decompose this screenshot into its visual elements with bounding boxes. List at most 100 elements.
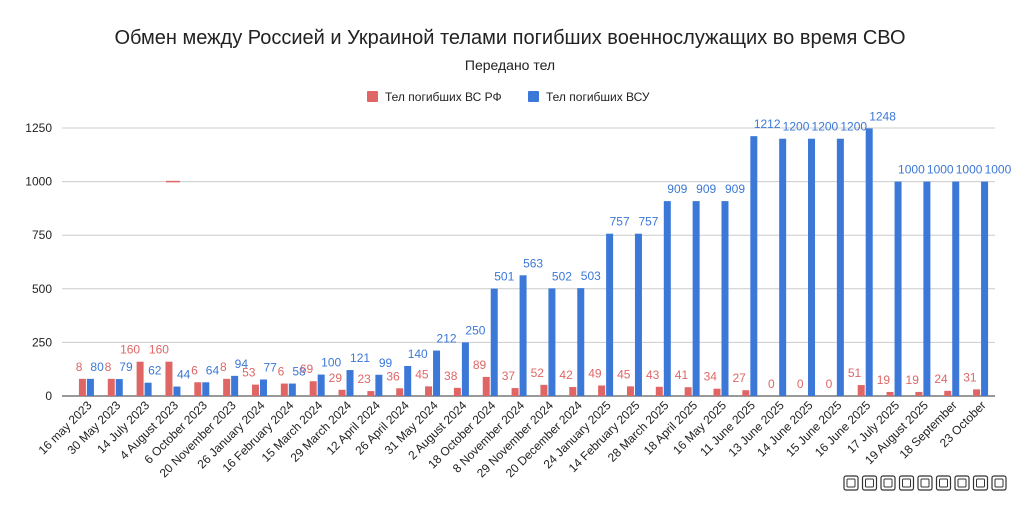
bar-s1-12 — [433, 350, 441, 396]
bar-s1-19 — [634, 233, 642, 396]
bar-s1-2 — [144, 382, 152, 396]
page-thumb-inner-2 — [883, 478, 893, 488]
data-label-s1-10: 99 — [379, 356, 393, 370]
data-label-s0-12: 45 — [415, 367, 429, 381]
page-thumb-inner-0 — [846, 478, 856, 488]
data-label-s0-5: 8 — [220, 360, 227, 374]
bar-s0-17 — [569, 386, 577, 396]
data-label-s0-7: 6 — [278, 365, 285, 379]
legend-swatch-1 — [528, 91, 539, 102]
bar-s1-0 — [86, 378, 94, 396]
data-label-s0-13: 38 — [444, 369, 458, 383]
bar-s1-28 — [894, 181, 902, 396]
legend-label-0: Тел погибших ВС РФ — [385, 90, 502, 104]
bar-s0-31 — [973, 389, 981, 396]
bar-s0-28 — [886, 391, 894, 396]
data-label-s0-15: 37 — [502, 369, 516, 383]
page-thumb-inner-8 — [994, 478, 1004, 488]
bar-s0-7 — [280, 383, 288, 396]
data-label-s0-29: 19 — [906, 373, 920, 387]
image-pager[interactable] — [843, 475, 1007, 491]
data-label-s1-30: 1000 — [956, 163, 983, 177]
bar-s1-30 — [952, 181, 960, 396]
bar-s1-20 — [663, 201, 671, 396]
bar-s1-1 — [115, 379, 123, 396]
data-label-s1-22: 909 — [725, 182, 745, 196]
bar-s1-21 — [692, 201, 700, 396]
data-label-s0-9: 29 — [329, 371, 343, 385]
data-label-s0-19: 45 — [617, 367, 631, 381]
data-label-s1-21: 909 — [696, 182, 716, 196]
data-label-s1-14: 501 — [494, 270, 514, 284]
bar-s0-16 — [540, 384, 548, 396]
data-label-s1-3: 44 — [177, 368, 191, 382]
bar-s0-10 — [367, 391, 375, 396]
chart-subtitle: Передано тел — [465, 57, 555, 73]
data-label-s1-0: 80 — [90, 360, 104, 374]
data-label-s0-27: 51 — [848, 366, 862, 380]
bar-s1-26 — [836, 138, 844, 396]
page-thumb-icon-7[interactable] — [972, 475, 989, 491]
page-thumb-icon-5[interactable] — [935, 475, 952, 491]
page-thumb-inner-5 — [939, 478, 948, 488]
data-label-s0-11: 36 — [386, 369, 400, 383]
data-label-s1-29: 1000 — [927, 163, 954, 177]
bar-s0-9 — [338, 389, 346, 396]
bar-s1-3 — [173, 386, 181, 396]
page-thumb-inner-6 — [957, 478, 967, 488]
bar-s0-13 — [453, 387, 461, 396]
data-label-s0-1: 8 — [105, 360, 112, 374]
bar-s1-17 — [577, 288, 585, 396]
page-thumb-icon-6[interactable] — [954, 475, 970, 491]
bar-s1-5 — [231, 375, 239, 396]
data-label-s0-24: 0 — [768, 377, 775, 391]
y-tick-label: 750 — [32, 228, 52, 242]
bar-s0-22 — [713, 388, 721, 396]
data-label-s0-4: 6 — [191, 363, 198, 377]
bar-s0-1 — [107, 378, 115, 396]
bar-s1-4 — [202, 382, 210, 396]
bar-s1-14 — [490, 288, 498, 396]
data-label-s1-27: 1248 — [869, 109, 896, 123]
data-label-s0-21: 41 — [675, 368, 689, 382]
page-thumb-icon-1[interactable] — [861, 475, 878, 491]
bar-s0-20 — [655, 386, 663, 396]
data-label-s1-18: 757 — [610, 215, 630, 229]
bar-s1-27 — [865, 128, 873, 396]
data-label-s1-2: 62 — [148, 364, 162, 378]
page-thumb-inner-3 — [902, 478, 911, 488]
page-thumb-icon-3[interactable] — [898, 475, 915, 491]
page-thumb-icon-2[interactable] — [880, 475, 896, 491]
data-label-s0-31: 31 — [963, 370, 977, 384]
page-thumb-icon-0[interactable] — [843, 475, 859, 491]
page-thumb-icon-4[interactable] — [917, 475, 933, 491]
bar-s0-19 — [626, 386, 634, 396]
bar-s1-8 — [317, 374, 325, 396]
data-label-s1-26: 1200 — [840, 120, 867, 134]
data-label-s1-8: 100 — [321, 356, 341, 370]
data-label-s1-25: 1200 — [812, 120, 839, 134]
bar-s0-6 — [251, 384, 259, 396]
bar-s0-3 — [165, 361, 173, 396]
bar-s0-2 — [136, 361, 144, 396]
y-tick-label: 1250 — [25, 121, 52, 135]
bar-s1-29 — [923, 181, 931, 396]
data-label-s1-13: 250 — [465, 323, 485, 337]
bar-s1-11 — [404, 365, 412, 396]
data-label-s0-28: 19 — [877, 373, 891, 387]
data-label-s0-3: 160 — [149, 343, 169, 357]
data-label-s1-20: 909 — [667, 182, 687, 196]
data-label-s0-6: 53 — [242, 366, 256, 380]
page-thumb-inner-7 — [976, 478, 985, 488]
page-thumb-icon-8[interactable] — [991, 475, 1007, 491]
data-label-s0-18: 49 — [588, 366, 602, 380]
bar-s0-4 — [194, 382, 202, 396]
data-label-s1-1: 79 — [119, 360, 133, 374]
data-label-s0-25: 0 — [797, 377, 804, 391]
data-label-s1-16: 502 — [552, 269, 572, 283]
data-label-s0-22: 34 — [704, 370, 718, 384]
data-label-s1-11: 140 — [408, 347, 428, 361]
